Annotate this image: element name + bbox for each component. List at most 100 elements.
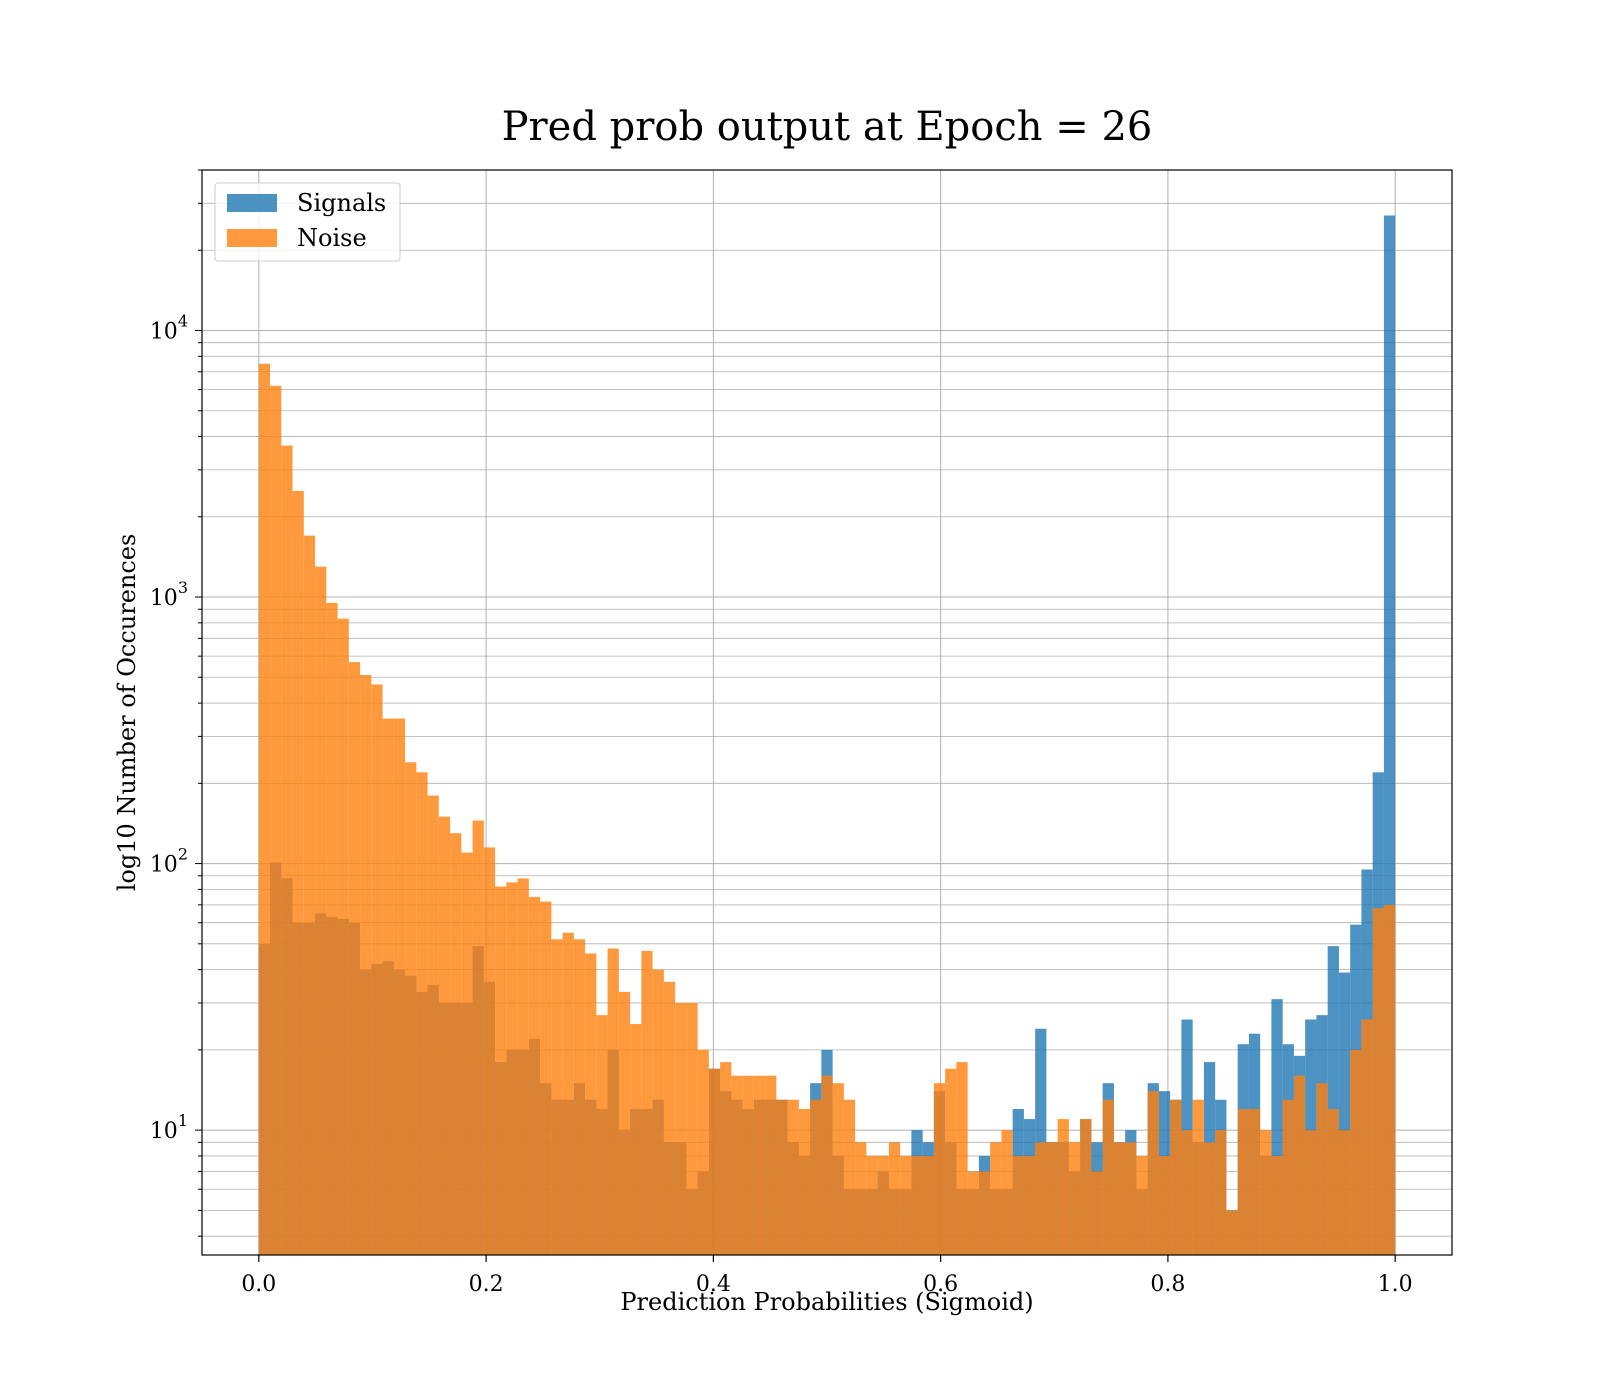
- noise-bar: [1158, 1155, 1171, 1255]
- legend-swatch-signals: [227, 194, 277, 212]
- noise-bar: [1080, 1119, 1092, 1255]
- noise-bar: [1327, 1109, 1339, 1255]
- noise-bar: [1237, 1109, 1249, 1255]
- noise-bar: [731, 1075, 743, 1255]
- noise-bar: [810, 1099, 822, 1255]
- noise-bar: [1271, 1155, 1283, 1255]
- noise-bar: [382, 718, 394, 1255]
- noise-bar: [528, 896, 541, 1255]
- noise-bar: [641, 950, 653, 1255]
- noise-bar: [956, 1062, 968, 1255]
- signal-bar: [1327, 946, 1339, 1255]
- noise-bar: [596, 1015, 608, 1255]
- noise-bar: [551, 939, 563, 1255]
- noise-bar: [540, 901, 552, 1255]
- noise-bar: [416, 772, 428, 1255]
- noise-bar: [1361, 1019, 1373, 1255]
- noise-bar: [450, 833, 462, 1255]
- noise-bar: [708, 1068, 721, 1255]
- noise-bar: [360, 674, 372, 1255]
- noise-bar: [405, 762, 417, 1255]
- noise-bar: [607, 948, 619, 1255]
- noise-bar: [258, 363, 271, 1255]
- signal-bar: [1035, 1028, 1047, 1255]
- noise-bar: [1113, 1142, 1126, 1255]
- legend: Signals Noise: [214, 182, 401, 262]
- signal-bar: [1338, 972, 1351, 1255]
- noise-bar: [922, 1155, 934, 1255]
- noise-bar: [1383, 904, 1396, 1255]
- noise-bar: [843, 1099, 856, 1255]
- noise-bar: [753, 1075, 766, 1255]
- noise-bar: [348, 662, 361, 1255]
- legend-swatch-noise: [227, 229, 277, 247]
- noise-bar: [495, 886, 507, 1255]
- noise-bar: [1125, 1142, 1137, 1255]
- noise-bar: [1035, 1142, 1047, 1255]
- noise-bar: [1316, 1083, 1328, 1255]
- y-tick-label: 104: [150, 311, 188, 344]
- noise-bars: [258, 363, 1396, 1255]
- noise-bar: [990, 1142, 1002, 1255]
- noise-bar: [1147, 1091, 1159, 1255]
- noise-bar: [281, 445, 293, 1255]
- noise-bar: [720, 1062, 732, 1255]
- x-tick-label: 1.0: [1378, 1272, 1413, 1297]
- noise-bar: [1057, 1119, 1069, 1255]
- x-tick-label: 0.6: [923, 1272, 958, 1297]
- noise-bar: [1181, 1130, 1193, 1255]
- noise-bar: [1248, 1109, 1261, 1255]
- noise-bar: [1215, 1130, 1227, 1255]
- x-tick-label: 0.4: [696, 1272, 731, 1297]
- noise-bar: [798, 1109, 811, 1255]
- noise-bar: [1102, 1099, 1114, 1255]
- y-axis-label: log10 Number of Occurences: [113, 534, 141, 892]
- x-axis-label: Prediction Probabilities (Sigmoid): [620, 1288, 1033, 1316]
- noise-bar: [1372, 908, 1384, 1255]
- x-tick-label: 0.8: [1150, 1272, 1185, 1297]
- noise-bar: [776, 1099, 788, 1255]
- noise-bar: [1192, 1099, 1204, 1255]
- noise-bar: [1091, 1171, 1103, 1255]
- noise-bar: [1046, 1142, 1058, 1255]
- noise-bar: [686, 1002, 698, 1255]
- noise-bar: [427, 795, 439, 1255]
- noise-bar: [1203, 1142, 1216, 1255]
- noise-bar: [933, 1083, 946, 1255]
- noise-bar: [978, 1171, 991, 1255]
- noise-bar: [483, 847, 496, 1255]
- noise-bar: [618, 991, 631, 1255]
- noise-bar: [967, 1171, 979, 1255]
- noise-bar: [787, 1099, 799, 1255]
- noise-bar: [393, 718, 406, 1255]
- noise-bar: [697, 1049, 709, 1255]
- noise-bar: [832, 1083, 844, 1255]
- noise-bar: [911, 1155, 923, 1255]
- noise-bar: [292, 490, 304, 1255]
- y-tick-label: 101: [150, 1111, 188, 1144]
- noise-bar: [326, 602, 338, 1255]
- noise-bar: [900, 1155, 912, 1255]
- noise-bar: [1023, 1155, 1036, 1255]
- noise-bar: [315, 566, 327, 1255]
- noise-bar: [888, 1142, 901, 1255]
- signal-bar: [1383, 215, 1396, 1255]
- noise-bar: [1068, 1142, 1081, 1255]
- noise-bar: [573, 939, 586, 1255]
- noise-bar: [1226, 1210, 1238, 1255]
- noise-bar: [1260, 1130, 1272, 1255]
- noise-bar: [855, 1142, 867, 1255]
- legend-label-signals: Signals: [297, 189, 386, 217]
- axes-frame: [201, 169, 1453, 1256]
- noise-bar: [1350, 1049, 1362, 1255]
- noise-bar: [663, 981, 676, 1255]
- noise-bar: [562, 932, 574, 1255]
- noise-bar: [1136, 1155, 1148, 1255]
- noise-bar: [303, 535, 316, 1255]
- noise-bar: [472, 820, 484, 1255]
- noise-bar: [630, 1024, 642, 1255]
- x-tick-label: 0.0: [241, 1272, 276, 1297]
- noise-bar: [652, 969, 664, 1255]
- x-tick-label: 0.2: [469, 1272, 504, 1297]
